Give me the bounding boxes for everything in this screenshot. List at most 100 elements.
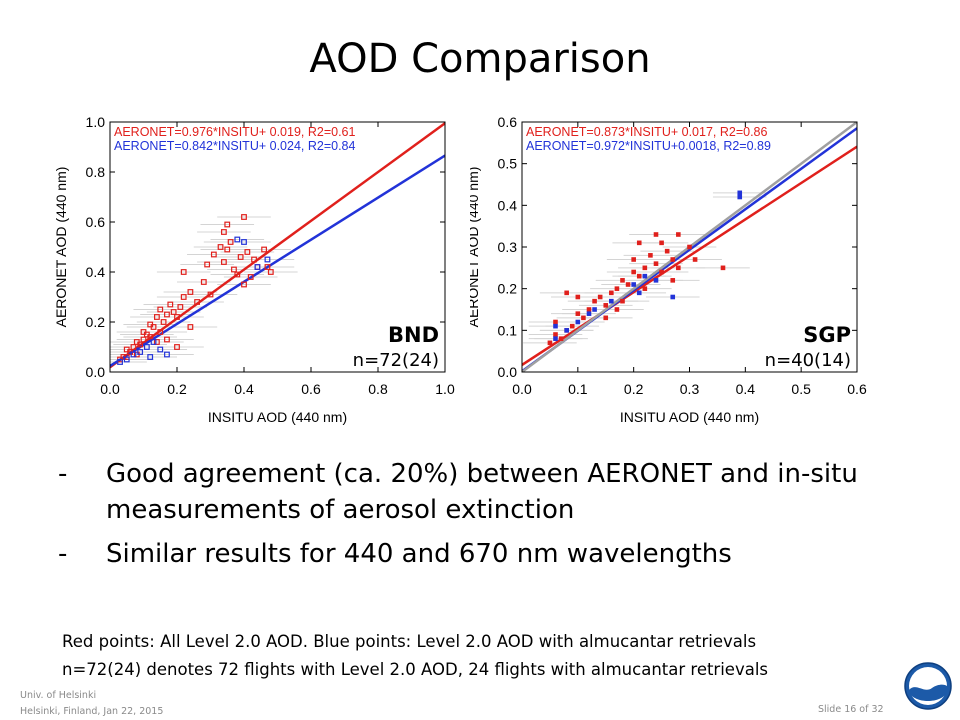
data-point-blue <box>609 298 614 304</box>
y-tick-label: 0.2 <box>498 281 518 297</box>
data-point-red <box>221 259 227 265</box>
y-tick-label: 0.0 <box>86 364 106 380</box>
footer-place-date: Helsinki, Finland, Jan 22, 2015 <box>20 706 164 717</box>
x-tick-label: 0.6 <box>301 381 321 397</box>
data-point-red <box>177 304 184 310</box>
bullet-text: Good agreement (ca. 20%) between AERONET… <box>106 459 858 525</box>
data-point-blue <box>592 307 597 312</box>
data-point-red <box>614 307 620 312</box>
x-tick-label: 0.4 <box>234 381 254 397</box>
data-point-blue <box>234 236 241 243</box>
data-point-red <box>581 315 586 321</box>
x-tick-label: 0.3 <box>680 381 700 397</box>
data-point-red <box>692 257 698 262</box>
data-point-red <box>247 274 254 280</box>
fit-equation-blue: AERONET=0.972*INSITU+0.0018, R2=0.89 <box>526 139 771 153</box>
bullet-item: - Good agreement (ca. 20%) between AERON… <box>58 456 918 528</box>
data-point-red <box>217 244 224 250</box>
data-point-blue <box>553 323 558 329</box>
x-tick-label: 0.0 <box>100 381 120 397</box>
data-point-red <box>157 329 164 335</box>
data-point-red <box>558 336 564 341</box>
data-point-red <box>631 269 636 275</box>
data-point-blue <box>264 256 271 263</box>
y-tick-label: 1.0 <box>86 114 106 130</box>
data-point-red <box>603 303 609 308</box>
data-point-blue <box>670 294 676 300</box>
data-point-red <box>264 264 271 270</box>
data-point-blue <box>642 273 648 279</box>
data-point-red <box>170 309 177 315</box>
bullet-list: - Good agreement (ca. 20%) between AERON… <box>58 456 918 580</box>
note-line: n=72(24) denotes 72 flights with Level 2… <box>62 660 769 679</box>
data-point-red <box>204 261 211 268</box>
data-point-red <box>659 240 664 246</box>
x-tick-label: 0.6 <box>847 381 867 397</box>
data-point-red <box>597 294 603 300</box>
note-line: Red points: All Level 2.0 AOD. Blue poin… <box>62 632 757 651</box>
data-point-red <box>631 257 636 262</box>
y-tick-label: 0.5 <box>498 156 518 172</box>
data-point-red <box>664 248 670 254</box>
data-point-red <box>153 314 160 320</box>
data-point-blue <box>564 328 569 333</box>
y-tick-label: 0.6 <box>498 114 518 130</box>
data-point-red <box>241 281 247 288</box>
data-point-red <box>603 315 609 321</box>
data-point-red <box>553 319 558 325</box>
data-point-red <box>187 289 194 295</box>
y-axis-label: AERONET AOD (440 nm) <box>470 167 481 328</box>
data-point-blue <box>636 290 642 296</box>
data-point-red <box>137 341 144 348</box>
data-point-red <box>251 256 257 263</box>
x-tick-label: 0.8 <box>368 381 388 397</box>
data-point-red <box>676 265 681 271</box>
data-point-blue <box>575 319 581 325</box>
data-point-red <box>130 344 137 350</box>
data-point-blue <box>137 349 144 355</box>
data-point-blue <box>254 264 261 270</box>
data-point-blue <box>737 194 743 200</box>
fit-equation-red: AERONET=0.976*INSITU+ 0.019, R2=0.61 <box>114 125 355 139</box>
data-point-blue <box>553 336 558 341</box>
data-point-red <box>140 336 147 343</box>
data-point-red <box>160 319 167 325</box>
data-point-red <box>620 298 625 304</box>
x-tick-label: 1.0 <box>435 381 455 397</box>
data-point-red <box>592 298 597 304</box>
data-point-red <box>670 278 676 283</box>
notes: Red points: All Level 2.0 AOD. Blue poin… <box>62 628 902 684</box>
data-point-red <box>147 334 154 340</box>
data-point-red <box>153 339 160 345</box>
data-point-red <box>720 265 726 271</box>
data-point-red <box>676 232 681 237</box>
data-point-blue <box>164 351 170 358</box>
data-point-red <box>244 249 251 255</box>
data-point-red <box>234 271 241 278</box>
data-point-red <box>210 251 217 258</box>
fit-line-red <box>110 122 445 369</box>
x-tick-label: 0.1 <box>568 381 588 397</box>
data-point-red <box>642 286 648 291</box>
data-point-red <box>653 261 659 266</box>
y-tick-label: 0.0 <box>498 364 518 380</box>
data-point-red <box>653 232 659 237</box>
data-point-red <box>575 294 581 300</box>
noaa-logo-icon <box>904 662 952 710</box>
count-label: n=72(24) <box>353 350 439 371</box>
data-point-red <box>625 282 631 287</box>
data-point-blue <box>631 282 636 287</box>
bullet-marker: - <box>58 539 68 569</box>
x-tick-label: 0.2 <box>167 381 187 397</box>
data-point-blue <box>123 356 130 363</box>
data-point-red <box>224 221 231 228</box>
data-point-red <box>586 307 592 312</box>
site-label: BND <box>388 323 439 347</box>
data-point-blue <box>147 354 154 360</box>
x-axis-label: INSITU AOD (440 nm) <box>208 409 347 425</box>
y-axis-label: AERONET AOD (440 nm) <box>53 167 69 328</box>
data-point-red <box>150 324 157 330</box>
data-point-red <box>221 229 227 235</box>
data-point-red <box>164 311 170 318</box>
data-point-red <box>569 323 575 329</box>
